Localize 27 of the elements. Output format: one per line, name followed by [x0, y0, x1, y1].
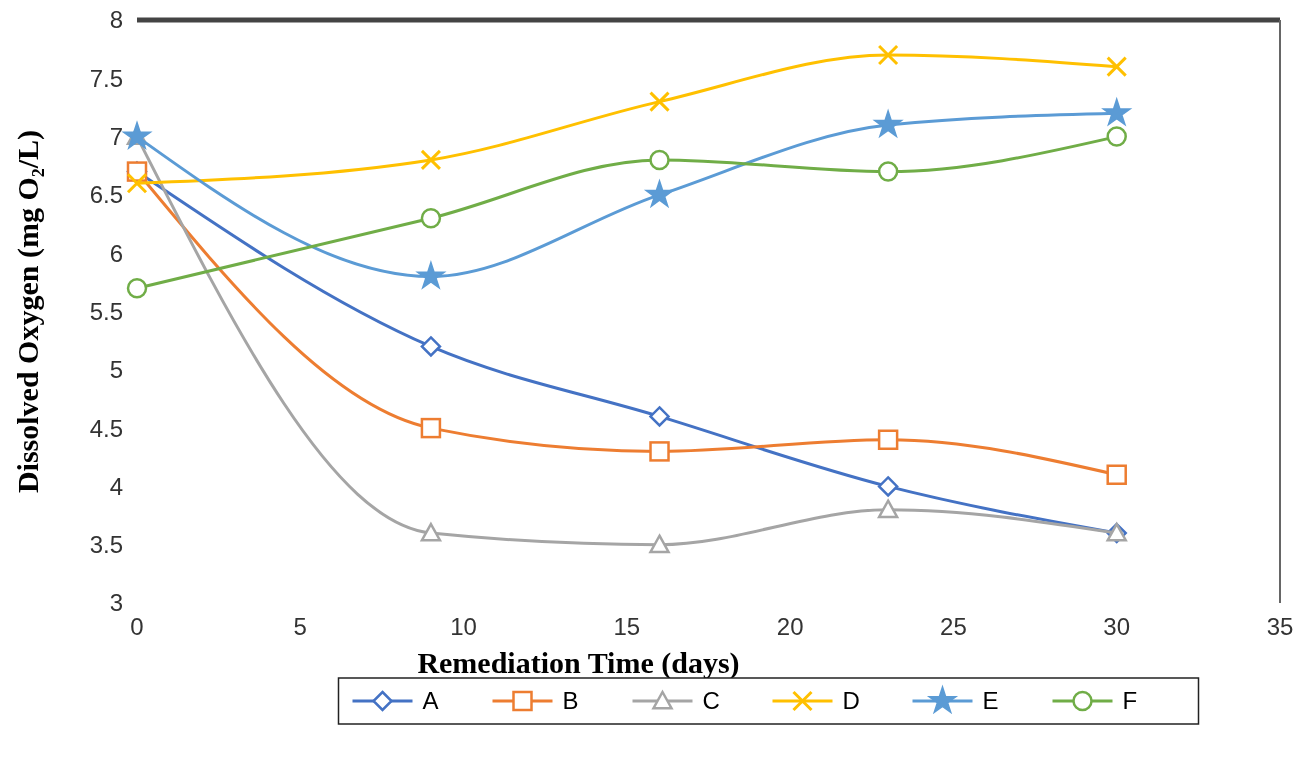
x-tick-label: 5: [293, 613, 307, 640]
y-tick-label: 7.5: [89, 64, 123, 92]
y-tick-label: 8: [109, 6, 123, 34]
legend-label: A: [422, 687, 439, 715]
y-tick-label: 3.5: [89, 531, 123, 559]
legend-label: B: [562, 687, 579, 715]
x-tick-label: 10: [450, 613, 477, 640]
x-tick-label: 20: [776, 613, 804, 640]
y-tick-label: 3: [109, 589, 123, 617]
y-tick-label: 7: [109, 123, 123, 150]
legend-label: C: [702, 687, 720, 715]
legend-label: D: [842, 687, 860, 715]
y-axis-title: Dissolved Oxygen (mg O₂/L): [11, 129, 45, 494]
x-tick-label: 15: [613, 613, 641, 640]
legend-label: F: [1122, 687, 1138, 715]
y-tick-label: 4: [109, 472, 123, 500]
x-tick-label: 35: [1266, 613, 1294, 640]
y-tick-label: 4.5: [89, 414, 123, 442]
y-tick-label: 6: [109, 239, 123, 267]
legend-label: E: [982, 687, 999, 715]
y-tick-label: 5.5: [89, 297, 123, 325]
x-tick-label: 25: [940, 613, 967, 640]
x-tick-label: 0: [130, 613, 144, 640]
y-tick-label: 5: [109, 356, 123, 384]
x-axis-title: Remediation Time (days): [417, 646, 740, 680]
x-tick-label: 30: [1103, 613, 1131, 640]
y-tick-label: 6.5: [89, 181, 123, 209]
